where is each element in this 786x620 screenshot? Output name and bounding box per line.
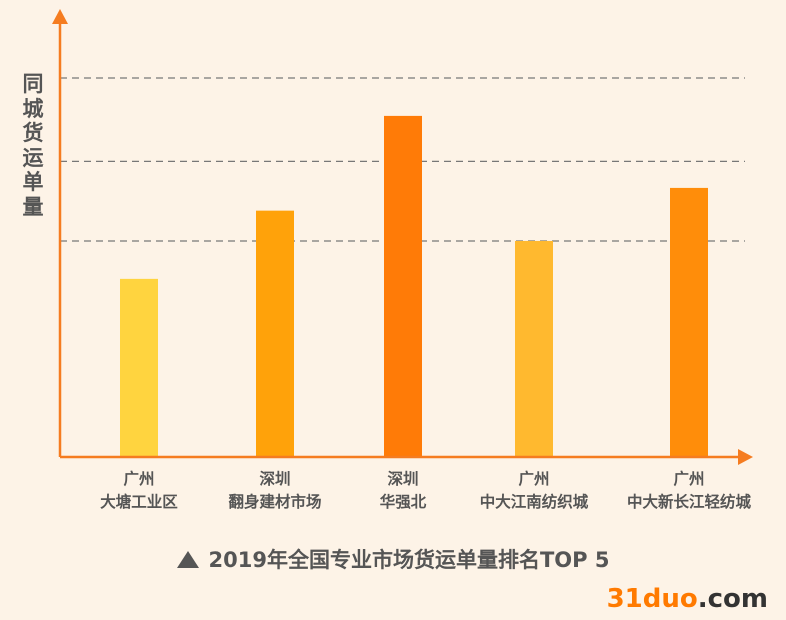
chart-caption: 2019年全国专业市场货运单量排名TOP 5: [0, 544, 786, 574]
watermark-number: 31duo: [606, 584, 698, 614]
x-tick-label-2-1: 深圳: [259, 470, 290, 488]
caption-text: 2019年全国专业市场货运单量排名TOP 5: [208, 548, 610, 572]
bar-5: [670, 187, 708, 457]
y-axis-label-char-4: 运: [22, 145, 44, 170]
x-tick-label-1-2: 大塘工业区: [100, 492, 178, 511]
x-tick-label-5-2: 中大新长江轻纺城: [627, 492, 752, 511]
bar-1: [120, 278, 158, 457]
x-tick-label-4-1: 广州: [518, 469, 549, 488]
bar-4: [515, 240, 553, 457]
x-tick-label-2-2: 翻身建材市场: [228, 492, 321, 511]
triangle-icon: [176, 551, 199, 568]
x-tick-label-5-1: 广州: [673, 469, 704, 488]
y-axis-label-char-3: 货: [22, 121, 44, 145]
bar-3: [384, 115, 422, 458]
x-tick-label-3-1: 深圳: [387, 470, 418, 488]
y-axis-label-char-5: 单: [22, 170, 44, 194]
y-axis-label: 同城货运单量: [20, 72, 46, 219]
y-axis-label-char-6: 量: [22, 194, 44, 219]
watermark-logo: 31duo.com: [607, 584, 768, 614]
x-tick-label-4-2: 中大江南纺织城: [480, 492, 589, 511]
y-axis-label-char-1: 同: [22, 72, 44, 96]
bar-2: [256, 210, 294, 457]
watermark-suffix: .com: [697, 584, 768, 614]
x-tick-label-1-1: 广州: [123, 469, 154, 488]
x-tick-label-3-2: 华强北: [380, 492, 427, 511]
y-axis-arrow: [52, 9, 68, 24]
x-axis-arrow: [738, 449, 753, 465]
y-axis-label-char-2: 城: [22, 96, 44, 121]
